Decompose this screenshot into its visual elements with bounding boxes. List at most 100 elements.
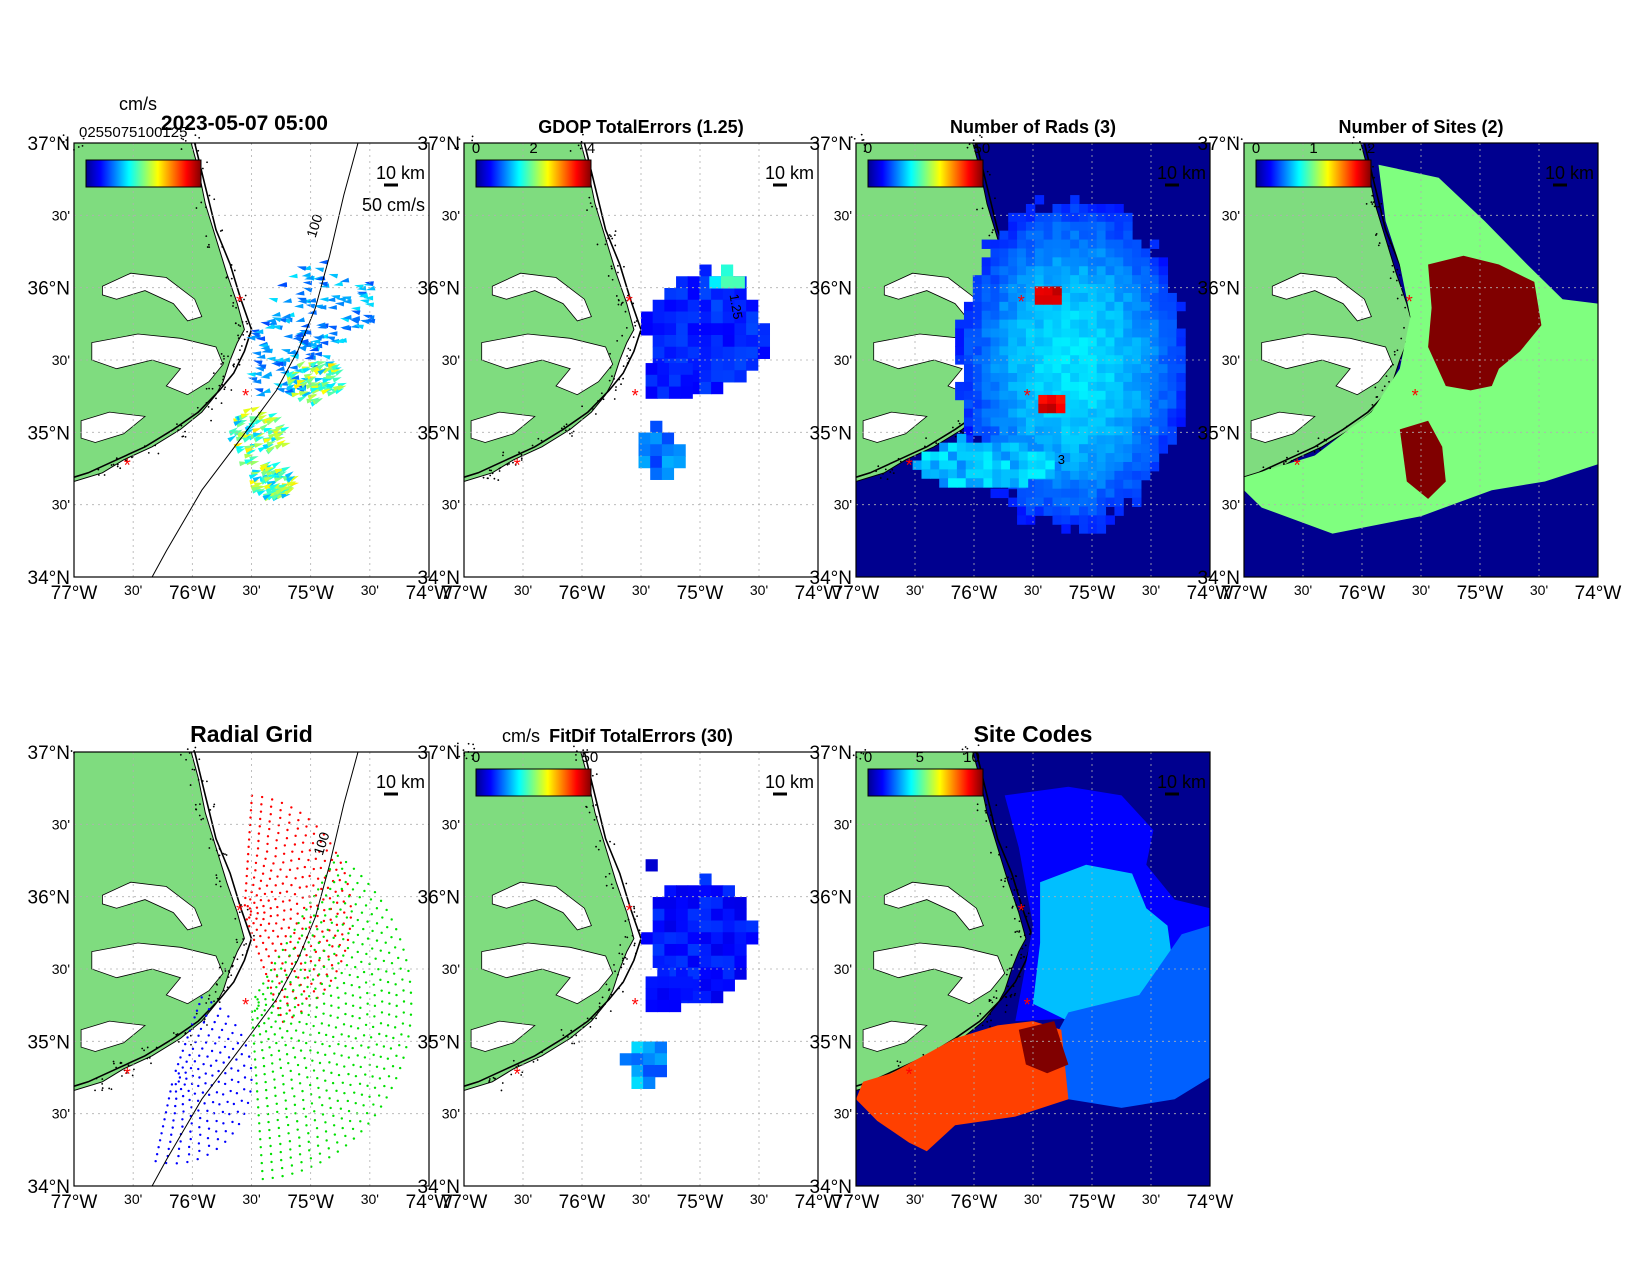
radial-grid-point	[258, 1122, 261, 1125]
coast-detail-dot	[611, 237, 614, 240]
current-vector	[268, 298, 278, 303]
radial-grid-point	[302, 906, 306, 910]
rads-cell	[1087, 346, 1098, 356]
current-vector	[266, 419, 276, 426]
rads-cell	[1052, 453, 1062, 463]
radial-grid-point	[281, 962, 284, 965]
rads-cell	[972, 364, 983, 374]
rads-cell	[1018, 469, 1029, 479]
coast-detail-dot	[981, 1024, 984, 1027]
radial-grid-point	[307, 1140, 310, 1144]
coast-detail-dot	[622, 377, 625, 380]
coast-detail-dot	[224, 386, 227, 389]
rads-cell	[1061, 364, 1071, 374]
coast-detail-dot	[1393, 353, 1396, 356]
coast-detail-dot	[598, 1005, 601, 1008]
sound-water	[862, 1020, 928, 1052]
panel-radial-grid: 100***37°N30'36°N30'35°N30'34°N77°W 30' 76…	[28, 721, 453, 1213]
fitdif-cell	[687, 932, 700, 945]
radial-grid-point	[375, 939, 379, 942]
radial-grid-point	[370, 913, 374, 916]
radial-grid-point	[320, 982, 324, 986]
radial-grid-point	[262, 917, 265, 921]
rads-cell	[972, 426, 983, 436]
rads-cell	[1140, 408, 1151, 419]
rads-cell	[963, 310, 974, 321]
coast-detail-dot	[1365, 202, 1368, 205]
rads-cell	[1079, 497, 1089, 507]
coast-detail-dot	[989, 999, 992, 1002]
radial-grid-point	[305, 825, 308, 828]
radial-grid-point	[345, 916, 349, 919]
rads-cell	[1096, 435, 1107, 445]
rads-cell	[1158, 390, 1169, 401]
current-vector	[268, 412, 278, 419]
rads-cell	[1132, 355, 1142, 365]
radial-grid-point	[379, 1105, 383, 1108]
radial-grid-point	[305, 1124, 308, 1127]
radial-grid-point	[356, 918, 359, 922]
coast-detail-dot	[499, 466, 502, 469]
radial-grid-point	[373, 1114, 377, 1117]
rads-cell	[956, 469, 967, 479]
coast-detail-dot	[208, 994, 211, 997]
coast-detail-dot	[631, 934, 634, 937]
rads-cell	[939, 460, 949, 470]
coast-detail-dot	[632, 302, 635, 305]
coast-detail-dot	[223, 989, 225, 992]
coast-detail-dot	[617, 303, 620, 306]
coast-detail-dot	[103, 474, 106, 476]
radial-grid-point	[302, 917, 306, 920]
coast-detail-dot	[216, 997, 219, 1000]
coast-detail-dot	[627, 347, 630, 350]
radial-grid-point	[274, 949, 277, 952]
gdop-cell	[650, 432, 663, 445]
current-vector	[306, 297, 317, 303]
coast-detail-dot	[236, 958, 239, 961]
radial-grid-point	[218, 1103, 221, 1106]
radial-grid-point	[377, 967, 380, 971]
rads-cell	[972, 310, 983, 321]
fitdif-cell	[676, 897, 689, 910]
coast-detail-dot	[892, 472, 895, 475]
rads-cell	[972, 417, 983, 427]
rads-cell	[1123, 373, 1133, 383]
sound-water	[862, 411, 928, 443]
coast-detail-dot	[565, 423, 568, 426]
fitdif-cell	[664, 908, 677, 921]
current-vector	[333, 281, 343, 287]
radial-grid-point	[400, 1033, 403, 1036]
radial-grid-point	[301, 1089, 304, 1093]
fitdif-cell	[699, 990, 712, 1004]
coast-detail-dot	[592, 804, 594, 807]
lon-tick-label: 75°W	[1069, 1192, 1116, 1213]
coast-detail-dot	[253, 934, 255, 937]
radial-grid-point	[308, 1004, 311, 1007]
current-vector	[275, 436, 286, 442]
rads-cell	[983, 478, 993, 488]
coast-detail-dot	[196, 411, 199, 414]
rads-cell	[1061, 470, 1071, 481]
rads-cell	[1140, 426, 1151, 436]
radial-grid-point	[259, 923, 263, 927]
coast-detail-dot	[989, 814, 992, 817]
radial-grid-point	[319, 840, 322, 844]
rads-cell	[972, 390, 983, 401]
radial-grid-point	[274, 1020, 277, 1023]
radial-grid-point	[296, 867, 299, 870]
radial-grid-point	[305, 1041, 308, 1045]
radial-grid-point	[315, 825, 318, 828]
radial-grid-point	[283, 969, 287, 972]
panel-frame	[73, 751, 430, 1187]
radial-grid-point	[351, 1014, 354, 1018]
radial-grid-point	[278, 1134, 281, 1138]
radial-grid-point	[301, 927, 304, 930]
rads-cell	[1025, 346, 1036, 356]
coast-detail-dot	[222, 355, 225, 358]
radial-grid-point	[279, 808, 282, 812]
coast-detail-dot	[239, 325, 242, 327]
rads-cell	[999, 328, 1009, 338]
sound-water	[1261, 333, 1394, 396]
current-vector	[250, 406, 261, 413]
site-marker: *	[242, 386, 249, 406]
